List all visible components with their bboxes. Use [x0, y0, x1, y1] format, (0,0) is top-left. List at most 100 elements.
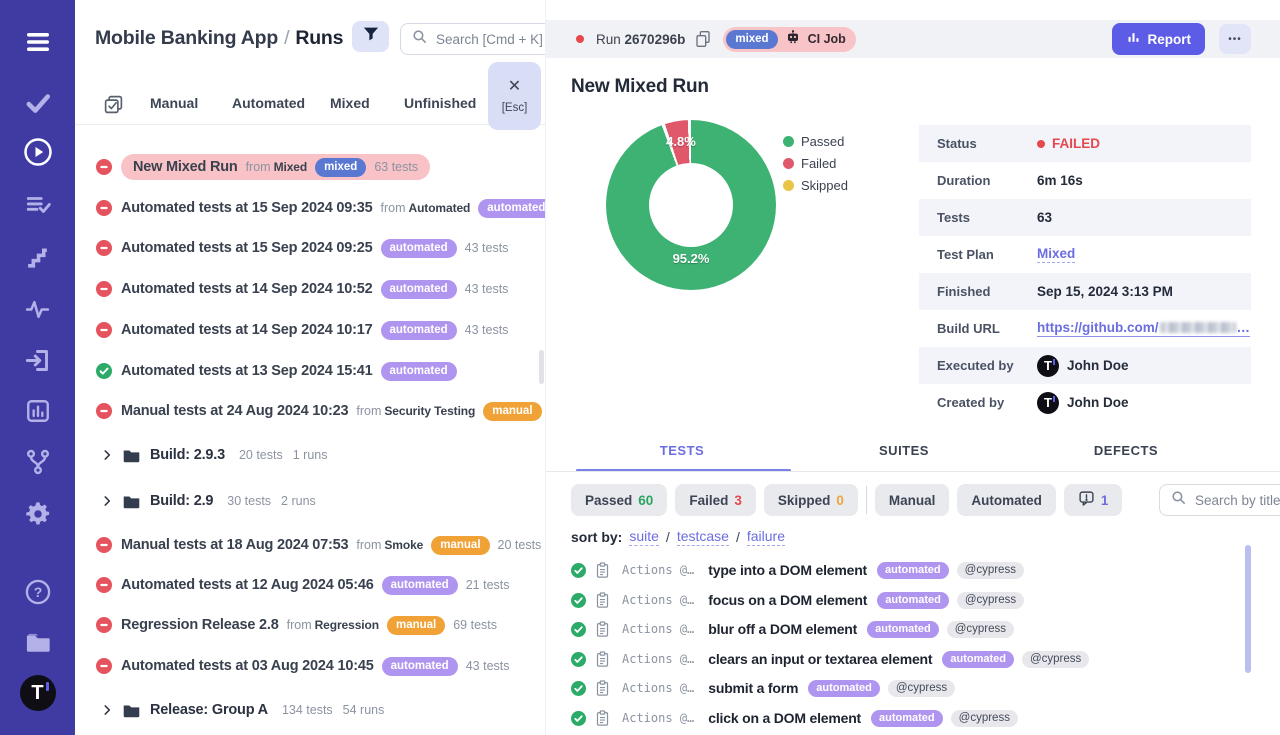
run-badge: automated — [381, 656, 458, 676]
info-row-build-url: Build URL https://github.com/… — [937, 320, 1250, 337]
milestones-icon[interactable] — [0, 245, 75, 270]
select-all-icon[interactable] — [103, 94, 124, 120]
tab-tests[interactable]: TESTS — [659, 443, 705, 458]
folder-runs-count: 54 runs — [342, 703, 385, 717]
comment-icon — [1078, 490, 1095, 510]
run-type-tabs: Manual Automated Mixed Unfinished — [75, 85, 545, 125]
folder-row[interactable]: Build: 2.9 30 tests 2 runs — [75, 487, 545, 515]
folder-runs-count: 2 runs — [281, 494, 316, 508]
folder-name: Build: 2.9.3 — [150, 447, 225, 463]
branch-icon[interactable] — [0, 448, 75, 476]
sort-by-suite[interactable]: suite — [629, 528, 659, 546]
passed-icon — [571, 562, 586, 578]
chevron-right-icon[interactable] — [100, 448, 114, 462]
more-options-button[interactable]: ••• — [1219, 24, 1251, 54]
test-row[interactable]: Actions @… type into a DOM element autom… — [571, 558, 1271, 582]
run-from: from Mixed — [245, 160, 308, 174]
test-suite-path: Actions @… — [622, 563, 695, 577]
test-row[interactable]: Actions @… focus on a DOM element automa… — [571, 588, 1271, 612]
tab-automated[interactable]: Automated — [232, 95, 306, 111]
test-tag: @cypress — [956, 561, 1024, 579]
run-row[interactable]: Regression Release 2.8 from Regression ma… — [75, 611, 545, 639]
report-button[interactable]: Report — [1111, 23, 1205, 55]
folder-name: Build: 2.9 — [150, 493, 214, 509]
run-id: Run 2670296b — [596, 31, 686, 47]
close-esc-button[interactable]: ✕ [Esc] — [488, 62, 541, 130]
tab-defects[interactable]: DEFECTS — [1093, 443, 1159, 458]
failed-icon — [96, 159, 112, 175]
tests-check-icon[interactable] — [0, 90, 75, 116]
tab-mixed[interactable]: Mixed — [330, 95, 370, 111]
active-tab-underline — [576, 469, 791, 472]
test-tag: @cypress — [956, 591, 1025, 609]
run-title: Automated tests at 14 Sep 2024 10:52 — [121, 281, 373, 297]
chart-legend: Passed Failed Skipped — [783, 130, 848, 196]
page-title: Runs — [295, 27, 344, 49]
filter-failed[interactable]: Failed 3 — [675, 484, 756, 516]
test-row[interactable]: Actions @… click on a DOM element automa… — [571, 706, 1271, 730]
folder-row[interactable]: Build: 2.9.3 20 tests 1 runs — [75, 441, 545, 469]
filter-automated[interactable]: Automated — [957, 484, 1056, 516]
projects-folder-icon[interactable] — [0, 628, 75, 656]
run-row[interactable]: Automated tests at 13 Sep 2024 15:41 aut… — [75, 357, 545, 385]
runs-play-circle-icon[interactable] — [0, 137, 75, 167]
run-type-badge: mixed — [726, 29, 778, 49]
run-row[interactable]: Automated tests at 03 Aug 2024 10:45 aut… — [75, 652, 545, 680]
test-title: focus on a DOM element — [708, 592, 868, 608]
test-row[interactable]: Actions @… clears an input or textarea e… — [571, 647, 1271, 671]
run-row[interactable]: Automated tests at 14 Sep 2024 10:52 aut… — [75, 275, 545, 303]
breadcrumb: Mobile Banking App / Runs — [95, 27, 343, 50]
copy-icon[interactable] — [695, 30, 711, 48]
failed-dot — [783, 157, 794, 169]
folder-icon — [123, 703, 140, 718]
run-row[interactable]: Automated tests at 12 Aug 2024 05:46 aut… — [75, 571, 545, 599]
build-url-link[interactable]: https://github.com/… — [1037, 320, 1250, 337]
test-row[interactable]: Actions @… blur off a DOM element automa… — [571, 617, 1271, 641]
run-row[interactable]: Manual tests at 18 Aug 2024 07:53 from Sm… — [75, 531, 545, 559]
runs-list-scrollbar[interactable] — [539, 350, 544, 384]
pulse-icon[interactable] — [0, 297, 75, 322]
run-row[interactable]: Automated tests at 15 Sep 2024 09:35 fro… — [75, 194, 545, 222]
test-plan-link[interactable]: Mixed — [1037, 246, 1076, 263]
test-badge: automated — [871, 709, 943, 727]
analytics-icon[interactable] — [0, 398, 75, 424]
info-row-duration: Duration 6m 16s — [937, 173, 1083, 188]
tab-suites[interactable]: SUITES — [879, 443, 929, 458]
robot-icon — [785, 29, 801, 50]
logo[interactable]: T — [0, 675, 75, 711]
import-icon[interactable] — [0, 347, 75, 374]
failed-icon — [96, 403, 112, 419]
chevron-right-icon[interactable] — [100, 494, 114, 508]
run-row[interactable]: Automated tests at 15 Sep 2024 09:25 aut… — [75, 234, 545, 262]
test-row[interactable]: Actions @… submit a form automated @cypr… — [571, 676, 1271, 700]
chevron-right-icon[interactable] — [100, 703, 114, 717]
run-from: from Regression — [286, 618, 379, 632]
filter-skipped[interactable]: Skipped 0 — [763, 484, 858, 516]
test-plans-icon[interactable] — [0, 192, 75, 218]
sort-by-failure[interactable]: failure — [746, 528, 785, 546]
filter-comments[interactable]: 1 — [1063, 484, 1123, 516]
search-input[interactable] — [436, 31, 545, 47]
filter-passed[interactable]: Passed 60 — [571, 484, 668, 516]
help-icon[interactable]: ? — [0, 578, 75, 606]
menu-icon[interactable] — [0, 28, 75, 56]
folder-row[interactable]: Release: Group A 134 tests 54 runs — [75, 696, 545, 724]
ci-job-pill[interactable]: mixed CI Job — [723, 26, 856, 52]
project-name[interactable]: Mobile Banking App — [95, 27, 279, 49]
run-row-selected[interactable]: New Mixed Run from Mixed mixed 63 tests — [75, 153, 545, 181]
failed-icon — [96, 537, 112, 553]
run-row[interactable]: Manual tests at 24 Aug 2024 10:23 from Se… — [75, 397, 545, 425]
tab-manual[interactable]: Manual — [150, 95, 199, 111]
filter-manual[interactable]: Manual — [874, 484, 950, 516]
tests-list-scrollbar[interactable] — [1245, 545, 1251, 673]
clipboard-icon — [595, 591, 610, 609]
results-donut-chart: 4.8% 95.2% — [606, 120, 776, 290]
filter-button[interactable] — [352, 21, 389, 52]
tab-unfinished[interactable]: Unfinished — [404, 95, 477, 111]
run-row[interactable]: Automated tests at 14 Sep 2024 10:17 aut… — [75, 316, 545, 344]
gear-icon[interactable] — [0, 500, 75, 528]
sort-controls: sort by: suite / testcase / failure — [571, 528, 785, 546]
tests-search-input[interactable] — [1195, 492, 1280, 508]
sort-by-testcase[interactable]: testcase — [676, 528, 729, 546]
folder-name: Release: Group A — [150, 702, 268, 718]
